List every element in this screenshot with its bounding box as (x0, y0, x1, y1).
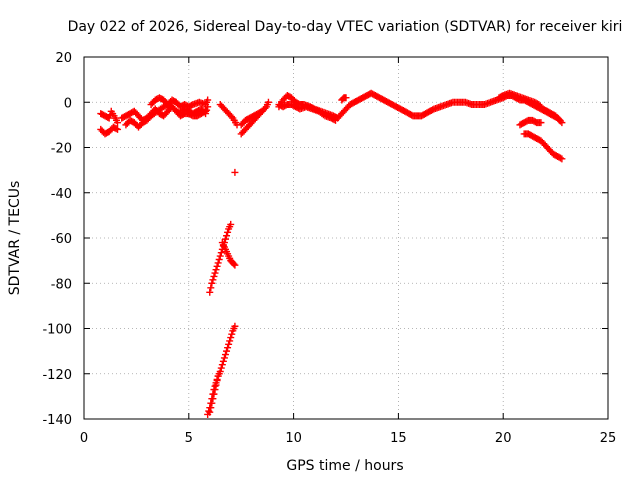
data-point-marker (211, 386, 219, 394)
y-tick-label: 0 (64, 96, 72, 111)
data-point-marker (216, 367, 224, 375)
data-point-marker (202, 107, 210, 115)
chart-title: Day 022 of 2026, Sidereal Day-to-day VTE… (68, 19, 623, 35)
data-point-marker (207, 284, 215, 292)
x-tick-label: 15 (390, 431, 407, 446)
y-tick-label: -20 (51, 142, 72, 157)
data-point-marker (209, 276, 217, 284)
data-point-marker (226, 337, 234, 345)
data-point-marker (227, 113, 235, 121)
data-point-marker (264, 98, 272, 106)
data-point-marker (213, 377, 221, 385)
data-point-marker (221, 235, 229, 243)
data-point-marker (217, 249, 225, 257)
data-point-marker (225, 340, 233, 348)
data-point-marker (342, 94, 350, 102)
data-point-marker (211, 269, 219, 277)
data-point-marker (258, 107, 266, 115)
data-point-marker (207, 404, 215, 412)
data-point-marker (206, 408, 214, 416)
data-point-marker (217, 364, 225, 372)
y-tick-label: -100 (42, 323, 72, 338)
axes (83, 56, 609, 420)
data-point-marker (231, 168, 239, 176)
x-tick-label: 5 (185, 431, 193, 446)
data-point-marker (112, 125, 120, 133)
x-tick-label: 0 (80, 431, 88, 446)
data-point-marker (224, 344, 232, 352)
grid-lines (84, 57, 608, 419)
data-point-marker (215, 255, 223, 263)
data-point-marker (221, 351, 229, 359)
data-point-marker (213, 262, 221, 270)
data-point-marker (210, 272, 218, 280)
data-point-marker (558, 155, 566, 163)
y-tick-label: -140 (42, 413, 72, 428)
data-point-marker (556, 116, 564, 124)
y-tick-label: -80 (51, 277, 72, 292)
data-point-marker (223, 232, 231, 240)
data-point-marker (330, 116, 338, 124)
x-tick-label: 20 (495, 431, 512, 446)
data-point-marker (214, 372, 222, 380)
data-point-marker (257, 108, 265, 116)
data-point-marker (209, 395, 217, 403)
data-point-marker (231, 261, 239, 269)
data-point-marker (212, 381, 220, 389)
data-point-marker (206, 288, 214, 296)
data-point-marker (200, 108, 208, 116)
data-point-marker (223, 347, 231, 355)
data-point-marker (210, 390, 218, 398)
data-point-marker (105, 114, 113, 122)
data-point-marker (227, 334, 235, 342)
data-point-marker (230, 260, 238, 268)
data-point-marker (216, 252, 224, 260)
y-tick-label: -40 (51, 187, 72, 202)
data-point-marker (212, 266, 220, 274)
data-point-marker (224, 228, 232, 236)
data-point-marker (114, 119, 122, 127)
data-point-marker (218, 361, 226, 369)
data-points (97, 89, 566, 418)
y-tick-label: 20 (55, 51, 72, 66)
y-tick-label: -120 (42, 368, 72, 383)
data-point-marker (214, 259, 222, 267)
x-tick-label: 25 (600, 431, 617, 446)
y-axis-label: SDTVAR / TECUs (7, 181, 23, 296)
data-point-marker (537, 119, 545, 127)
y-tick-label: -60 (51, 232, 72, 247)
tick-labels: 0 5 10 15 20 25 20 0 -20 -40 -60 -80 -100 -120 -140 (42, 51, 616, 446)
data-point-marker (219, 357, 227, 365)
data-point-marker (332, 116, 340, 124)
data-point-marker (231, 322, 239, 330)
data-point-marker (208, 279, 216, 287)
data-point-marker (208, 399, 216, 407)
data-point-marker (114, 125, 122, 133)
data-point-marker (228, 330, 236, 338)
data-point-marker (554, 115, 562, 123)
x-tick-label: 10 (285, 431, 302, 446)
x-axis-label: GPS time / hours (286, 458, 403, 474)
data-point-marker (556, 154, 564, 162)
data-point-marker (220, 354, 228, 362)
data-point-marker (204, 96, 212, 104)
data-point-marker (227, 220, 235, 228)
